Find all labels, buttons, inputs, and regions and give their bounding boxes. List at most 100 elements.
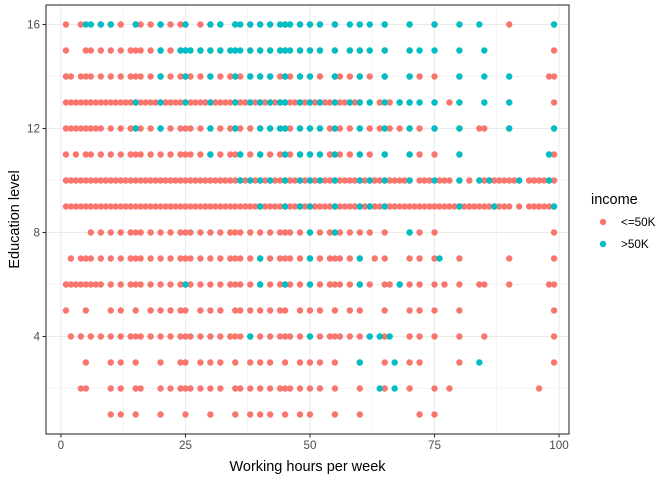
point-le50k [321,99,329,106]
point-gt50k [331,203,339,210]
point-le50k [406,359,413,366]
point-gt50k [316,99,324,106]
point-le50k [316,359,324,366]
point-le50k [117,255,124,262]
point-le50k [261,203,269,210]
point-le50k [202,177,209,184]
point-le50k [441,203,448,210]
point-gt50k [346,47,354,54]
point-le50k [227,151,234,158]
point-le50k [281,255,289,262]
point-le50k [107,99,114,106]
point-gt50k [306,99,314,106]
point-le50k [107,255,114,262]
point-le50k [162,99,169,106]
point-gt50k [416,99,423,106]
point-gt50k [132,21,139,28]
point-le50k [167,229,174,236]
point-le50k [361,177,368,184]
point-le50k [217,255,224,262]
point-le50k [177,21,184,28]
point-le50k [232,385,239,392]
point-gt50k [391,385,398,392]
point-le50k [316,385,324,392]
point-le50k [321,203,329,210]
point-le50k [401,203,408,210]
point-le50k [147,47,154,54]
point-le50k [102,99,109,106]
point-le50k [376,125,383,132]
point-le50k [550,47,558,54]
point-le50k [202,99,209,106]
point-le50k [207,255,214,262]
point-le50k [147,203,154,210]
point-le50k [237,281,244,288]
point-gt50k [306,21,314,28]
point-le50k [182,177,189,184]
point-le50k [87,229,95,236]
point-le50k [346,73,354,80]
point-le50k [72,281,80,288]
point-le50k [172,99,179,106]
legend-label-gt50k: >50K [621,238,649,251]
point-gt50k [107,21,114,28]
point-le50k [271,99,279,106]
point-le50k [421,203,428,210]
point-le50k [371,177,378,184]
point-le50k [117,125,124,132]
point-le50k [182,255,189,262]
point-gt50k [431,99,438,106]
point-gt50k [456,177,463,184]
point-le50k [122,177,129,184]
point-le50k [247,151,254,158]
point-le50k [147,125,154,132]
point-gt50k [366,333,373,340]
point-gt50k [306,281,314,288]
point-gt50k [281,151,289,158]
point-le50k [406,333,413,340]
point-le50k [247,229,254,236]
point-gt50k [386,333,393,340]
point-le50k [271,177,279,184]
x-axis: 0 25 50 75 100 [58,434,569,452]
point-le50k [416,359,423,366]
point-gt50k [406,47,413,54]
point-gt50k [266,99,274,106]
point-le50k [167,177,174,184]
point-le50k [197,177,204,184]
point-le50k [545,73,553,80]
point-gt50k [331,21,339,28]
point-gt50k [550,21,558,28]
point-le50k [82,307,90,314]
point-gt50k [346,99,354,106]
point-le50k [411,203,418,210]
point-gt50k [331,125,339,132]
plot-border [45,4,570,435]
point-le50k [381,229,388,236]
point-le50k [227,203,234,210]
point-le50k [227,281,234,288]
point-le50k [127,99,134,106]
point-gt50k [207,151,214,158]
point-le50k [446,99,453,106]
point-le50k [341,99,349,106]
point-le50k [72,99,80,106]
point-gt50k [182,73,189,80]
y-axis: 4 8 12 16 [27,19,46,344]
point-gt50k [366,177,373,184]
point-le50k [167,21,174,28]
point-gt50k [266,73,274,80]
point-le50k [256,359,264,366]
point-le50k [431,229,438,236]
point-le50k [212,99,219,106]
point-gt50k [406,151,413,158]
point-gt50k [366,99,373,106]
point-le50k [441,177,448,184]
point-gt50k [481,47,488,54]
point-gt50k [356,21,363,28]
point-le50k [396,125,403,132]
point-le50k [261,177,269,184]
point-le50k [72,151,80,158]
point-le50k [506,281,513,288]
point-gt50k [266,177,274,184]
